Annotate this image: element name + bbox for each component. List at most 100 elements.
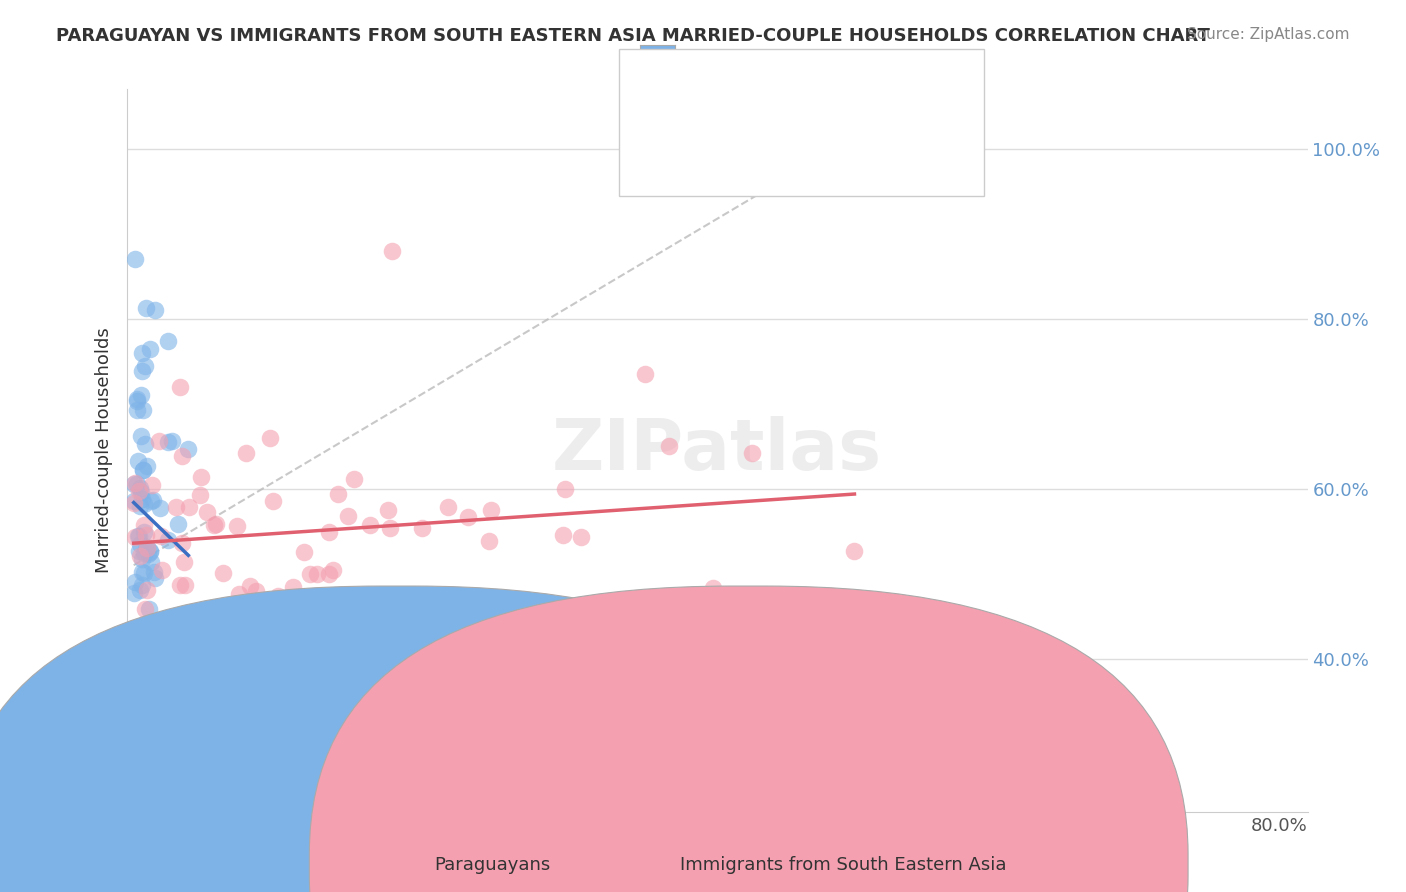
Point [422, 669, 444, 683]
Point [172, 618, 194, 632]
Point [479, 502, 502, 516]
Point [259, 431, 281, 445]
Point [125, 403, 148, 417]
Point [125, 392, 148, 407]
Point [138, 601, 160, 615]
Point [242, 599, 264, 614]
Point [226, 519, 249, 533]
Point [129, 481, 152, 495]
Point [132, 402, 155, 417]
Text: R =: R = [685, 53, 727, 72]
Point [553, 482, 575, 496]
Point [336, 609, 359, 624]
Point [307, 566, 329, 581]
Point [298, 566, 321, 581]
Point [134, 601, 156, 615]
Point [457, 510, 479, 524]
Point [127, 454, 149, 468]
Point [157, 334, 180, 348]
Point [135, 541, 157, 555]
Point [267, 589, 290, 603]
Point [124, 575, 146, 590]
Point [166, 632, 188, 646]
Point [658, 439, 681, 453]
Text: N =: N = [773, 88, 830, 108]
Point [128, 549, 150, 563]
Point [128, 543, 150, 558]
Text: Source: ZipAtlas.com: Source: ZipAtlas.com [1187, 27, 1350, 42]
Point [136, 547, 159, 561]
Point [127, 657, 149, 672]
Point [634, 368, 657, 382]
Text: 71: 71 [830, 88, 856, 108]
Point [702, 581, 724, 595]
Point [143, 571, 166, 585]
Point [160, 434, 183, 449]
Point [134, 497, 156, 511]
Point [142, 565, 165, 579]
Point [139, 343, 162, 357]
Point [141, 478, 163, 492]
Point [131, 492, 153, 507]
Point [124, 635, 146, 649]
Point [127, 528, 149, 542]
Point [281, 580, 304, 594]
Point [326, 487, 349, 501]
Point [141, 652, 163, 666]
Text: Immigrants from South Eastern Asia: Immigrants from South Eastern Asia [681, 856, 1007, 874]
Point [318, 525, 340, 540]
Point [138, 545, 160, 559]
Point [124, 252, 146, 267]
Point [134, 546, 156, 560]
Point [139, 544, 162, 558]
Point [129, 387, 152, 401]
Point [134, 524, 156, 539]
Point [136, 541, 159, 556]
Point [169, 578, 191, 592]
Point [141, 698, 163, 712]
Point [170, 449, 193, 463]
Point [165, 500, 187, 514]
Point [551, 527, 574, 541]
Text: ZIPatlas: ZIPatlas [553, 416, 882, 485]
Text: Paraguayans: Paraguayans [434, 856, 550, 874]
Point [165, 737, 187, 751]
Point [122, 496, 145, 510]
Point [129, 499, 152, 513]
Point [124, 668, 146, 682]
Point [124, 530, 146, 544]
Point [122, 494, 145, 508]
Point [173, 555, 195, 569]
Point [262, 493, 284, 508]
Point [122, 476, 145, 491]
Point [359, 518, 381, 533]
Point [179, 500, 201, 515]
Point [322, 563, 344, 577]
Point [156, 533, 179, 547]
Point [294, 545, 316, 559]
Point [129, 537, 152, 551]
Point [377, 503, 399, 517]
Point [198, 613, 221, 627]
Point [228, 587, 250, 601]
Point [145, 303, 167, 318]
Point [318, 567, 340, 582]
Point [437, 500, 460, 514]
Point [125, 636, 148, 650]
Point [478, 534, 501, 549]
Point [128, 622, 150, 636]
Point [212, 566, 235, 580]
Point [134, 437, 156, 451]
Point [135, 459, 157, 474]
Point [135, 301, 157, 315]
Point [131, 552, 153, 566]
Point [170, 703, 193, 717]
Point [131, 429, 153, 443]
Point [127, 394, 149, 409]
Point [132, 632, 155, 646]
Point [132, 463, 155, 477]
Point [128, 484, 150, 499]
Point [188, 488, 211, 502]
Text: R =: R = [685, 88, 727, 108]
Point [381, 244, 404, 258]
